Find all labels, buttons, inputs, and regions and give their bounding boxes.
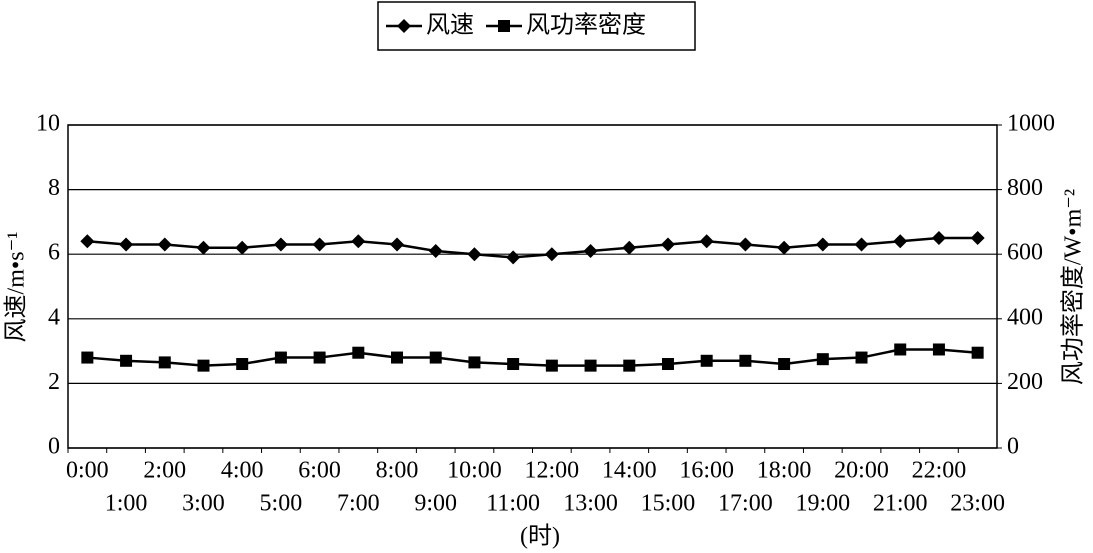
- marker: [313, 351, 326, 364]
- marker: [661, 358, 674, 371]
- marker: [468, 356, 481, 369]
- x-tick-label: 15:00: [641, 491, 696, 517]
- x-tick-label: 18:00: [757, 458, 812, 484]
- marker: [544, 247, 559, 262]
- x-tick-label: 20:00: [834, 458, 889, 484]
- marker: [816, 353, 829, 366]
- marker: [931, 231, 946, 246]
- x-tick-label: 6:00: [298, 458, 341, 484]
- y-tick-label: 6: [48, 240, 60, 266]
- x-tick-label: 10:00: [447, 458, 502, 484]
- x-tick-label: 3:00: [182, 491, 225, 517]
- legend-label: 风速: [426, 12, 474, 39]
- marker: [700, 354, 713, 367]
- x-tick-label: 7:00: [337, 491, 380, 517]
- x-tick-label: 0:00: [66, 458, 109, 484]
- x-tick-label: 17:00: [718, 491, 773, 517]
- marker: [428, 243, 443, 258]
- x-tick-label: 1:00: [105, 491, 148, 517]
- x-tick-label: 2:00: [143, 458, 186, 484]
- marker: [777, 240, 792, 255]
- marker: [351, 234, 366, 249]
- marker: [506, 250, 521, 265]
- marker: [545, 359, 558, 372]
- x-tick-label: 5:00: [260, 491, 303, 517]
- x-tick-label: 8:00: [376, 458, 419, 484]
- marker: [970, 231, 985, 246]
- x-tick-label: 14:00: [602, 458, 657, 484]
- marker: [583, 243, 598, 258]
- y2-tick-label: 800: [1007, 175, 1043, 201]
- marker: [397, 19, 411, 33]
- marker: [429, 351, 442, 364]
- marker: [971, 346, 984, 359]
- marker: [739, 354, 752, 367]
- y-tick-label: 2: [48, 369, 60, 395]
- marker: [235, 240, 250, 255]
- marker: [507, 358, 520, 371]
- x-tick-label: 12:00: [525, 458, 580, 484]
- x-tick-label: 11:00: [486, 491, 540, 517]
- x-tick-label: 19:00: [795, 491, 850, 517]
- marker: [932, 343, 945, 356]
- marker: [312, 237, 327, 252]
- marker: [81, 351, 94, 364]
- x-tick-label: 9:00: [414, 491, 457, 517]
- marker: [273, 237, 288, 252]
- marker: [738, 237, 753, 252]
- marker: [584, 359, 597, 372]
- marker: [196, 240, 211, 255]
- marker: [855, 351, 868, 364]
- x-tick-label: 22:00: [912, 458, 967, 484]
- legend-box: [377, 1, 696, 51]
- marker: [894, 343, 907, 356]
- marker: [391, 351, 404, 364]
- y-axis-title: 风速/m•s⁻¹: [3, 232, 30, 343]
- marker: [119, 237, 134, 252]
- y2-tick-label: 600: [1007, 240, 1043, 266]
- x-axis-title: (时): [520, 523, 560, 550]
- y-tick-label: 10: [36, 111, 60, 137]
- marker: [157, 237, 172, 252]
- y2-tick-label: 1000: [1007, 111, 1055, 137]
- marker: [80, 234, 95, 249]
- marker: [274, 351, 287, 364]
- y2-tick-label: 400: [1007, 304, 1043, 330]
- x-tick-label: 21:00: [873, 491, 928, 517]
- marker: [854, 237, 869, 252]
- plot-frame: [67, 124, 998, 449]
- marker: [893, 234, 908, 249]
- marker: [660, 237, 675, 252]
- y2-axis-title: 风功率密度/W•m⁻²: [1060, 189, 1087, 385]
- y2-tick-label: 0: [1007, 434, 1019, 460]
- marker: [120, 354, 133, 367]
- x-tick-label: 23:00: [950, 491, 1005, 517]
- marker: [699, 234, 714, 249]
- x-tick-label: 16:00: [679, 458, 734, 484]
- x-tick-label: 4:00: [221, 458, 264, 484]
- marker: [236, 358, 249, 371]
- series-line: [87, 348, 978, 367]
- y-tick-label: 0: [48, 434, 60, 460]
- marker: [778, 358, 791, 371]
- marker: [815, 237, 830, 252]
- y-tick-label: 8: [48, 175, 60, 201]
- marker: [197, 359, 210, 372]
- marker: [352, 346, 365, 359]
- marker: [622, 240, 637, 255]
- marker: [158, 356, 171, 369]
- y-tick-label: 4: [48, 304, 60, 330]
- x-tick-label: 13:00: [563, 491, 618, 517]
- marker: [467, 247, 482, 262]
- legend-label: 风功率密度: [526, 12, 646, 39]
- y2-tick-label: 200: [1007, 369, 1043, 395]
- marker: [390, 237, 405, 252]
- marker: [498, 20, 510, 32]
- marker: [623, 359, 636, 372]
